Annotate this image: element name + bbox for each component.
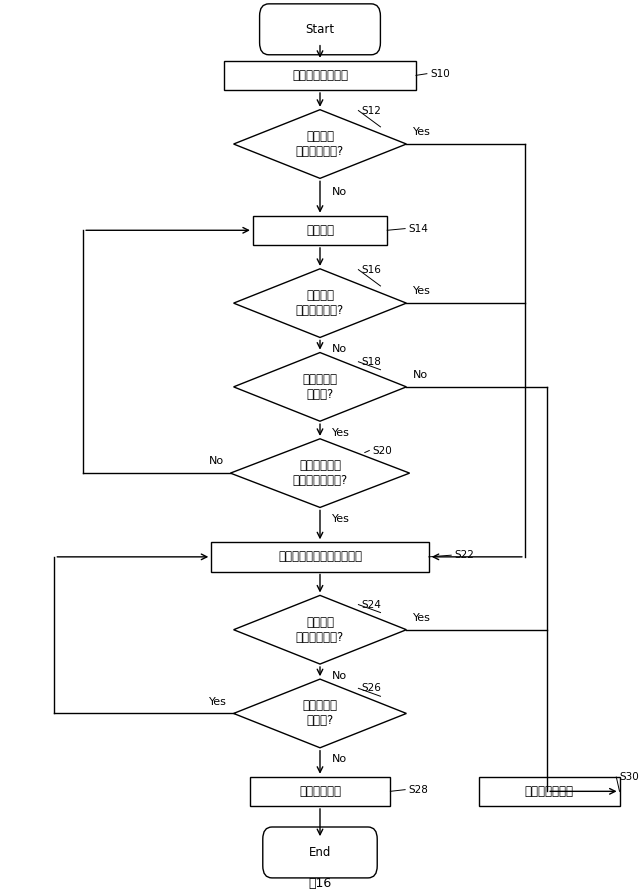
Text: No: No [209, 456, 224, 467]
Bar [211, 542, 429, 572]
Text: No: No [332, 754, 347, 764]
Text: S12: S12 [362, 106, 381, 116]
Text: Yes: Yes [332, 428, 349, 438]
Text: Yes: Yes [413, 287, 431, 297]
Text: S30: S30 [620, 772, 639, 782]
Text: 設計情報を記憶: 設計情報を記憶 [525, 785, 573, 797]
Polygon shape [234, 679, 406, 748]
Text: 電流値が
所定値以内か?: 電流値が 所定値以内か? [296, 130, 344, 158]
Polygon shape [230, 439, 410, 507]
Text: S28: S28 [408, 785, 428, 795]
Text: No: No [332, 671, 347, 681]
Bar [224, 61, 416, 90]
Text: S14: S14 [408, 224, 428, 234]
Text: S24: S24 [362, 599, 381, 609]
Polygon shape [234, 269, 406, 338]
Bar [253, 216, 387, 245]
Text: コンデンサ領域のビア削除: コンデンサ領域のビア削除 [278, 550, 362, 564]
Text: エラーを表示: エラーを表示 [299, 785, 341, 797]
Text: 図16: 図16 [308, 877, 332, 890]
Text: S26: S26 [362, 684, 381, 694]
Text: 初期最大電流
付近のバンプか?: 初期最大電流 付近のバンプか? [292, 459, 348, 487]
Text: S20: S20 [372, 445, 392, 455]
Text: Start: Start [305, 22, 335, 36]
Text: S22: S22 [454, 550, 474, 560]
Text: S16: S16 [362, 264, 381, 275]
Text: S18: S18 [362, 357, 381, 366]
Text: Yes: Yes [413, 613, 431, 623]
Text: S10: S10 [430, 69, 450, 79]
Polygon shape [234, 352, 406, 421]
FancyBboxPatch shape [260, 4, 380, 55]
Bar [250, 777, 390, 806]
Text: 電流値が
所定値以内か?: 電流値が 所定値以内か? [296, 289, 344, 317]
Text: 電流の初期値算出: 電流の初期値算出 [292, 69, 348, 82]
Bar [479, 777, 620, 806]
Polygon shape [234, 595, 406, 664]
Polygon shape [234, 109, 406, 178]
Text: Yes: Yes [209, 697, 227, 707]
Text: No: No [332, 344, 347, 354]
Text: 電流値が
所定値以内か?: 電流値が 所定値以内か? [296, 616, 344, 643]
Text: ビア削除: ビア削除 [306, 224, 334, 237]
Text: End: End [309, 846, 331, 859]
Text: ビア削除が
可能か?: ビア削除が 可能か? [303, 373, 337, 401]
Text: Yes: Yes [332, 514, 349, 524]
Text: ビア削除が
可能か?: ビア削除が 可能か? [303, 700, 337, 728]
Text: No: No [332, 186, 347, 197]
FancyBboxPatch shape [263, 827, 377, 878]
Text: Yes: Yes [413, 127, 431, 137]
Text: No: No [413, 370, 428, 380]
